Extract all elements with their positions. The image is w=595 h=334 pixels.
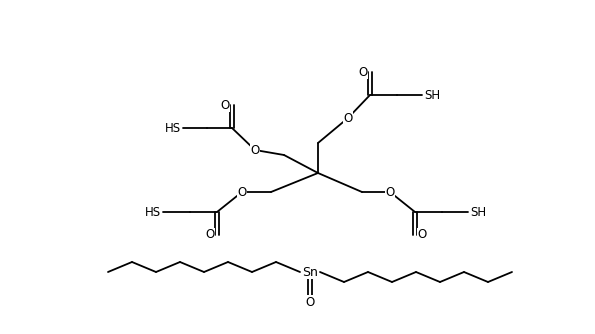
Text: O: O <box>305 296 315 309</box>
Text: O: O <box>205 228 215 241</box>
Text: HS: HS <box>165 122 181 135</box>
Text: O: O <box>417 228 427 241</box>
Text: O: O <box>343 112 353 125</box>
Text: O: O <box>386 185 394 198</box>
Text: O: O <box>250 144 259 157</box>
Text: Sn: Sn <box>302 266 318 279</box>
Text: O: O <box>220 99 230 112</box>
Text: SH: SH <box>470 205 486 218</box>
Text: O: O <box>358 65 368 78</box>
Text: SH: SH <box>424 89 440 102</box>
Text: O: O <box>237 185 246 198</box>
Text: HS: HS <box>145 205 161 218</box>
